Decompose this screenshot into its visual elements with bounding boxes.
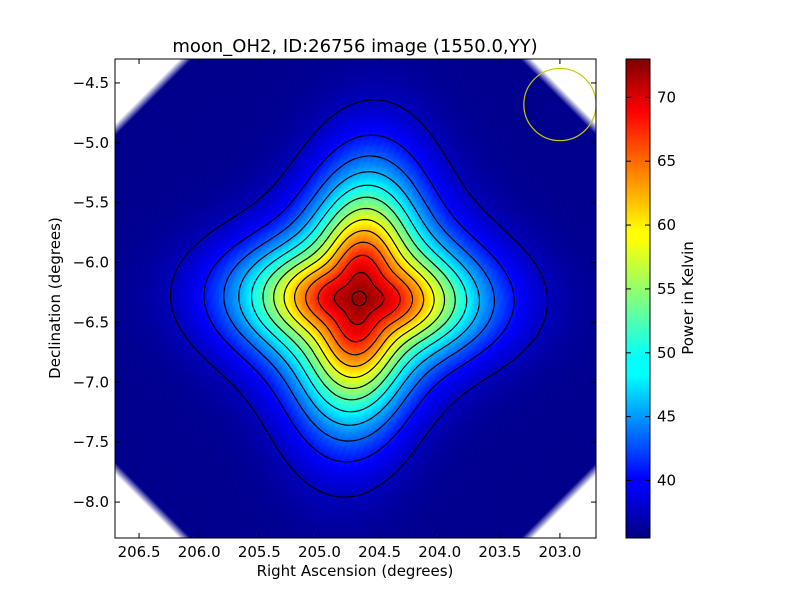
center-circle-marker <box>351 290 367 307</box>
y-tick-label: −6.0 <box>73 254 109 272</box>
contour-line <box>223 155 495 442</box>
contour-line <box>283 218 435 379</box>
colorbar-gradient <box>625 58 651 539</box>
colorbar-tick-label: 45 <box>657 408 676 426</box>
contour-line <box>317 254 401 343</box>
plot-frame <box>114 58 597 539</box>
x-tick-label: 204.0 <box>418 543 461 561</box>
x-tick-label: 206.0 <box>178 543 221 561</box>
contour-line <box>170 99 549 498</box>
contour-line <box>294 229 425 368</box>
colorbar-tick-label: 40 <box>657 472 676 490</box>
colorbar: 40 45 50 55 60 65 70 Power in Kelvin <box>625 58 697 539</box>
colorbar-tick-label: 70 <box>657 88 676 106</box>
x-tick-label: 206.5 <box>118 543 161 561</box>
contour-line <box>251 184 468 413</box>
contour-line <box>203 134 515 463</box>
x-tick-label: 205.5 <box>238 543 281 561</box>
contour-line <box>333 271 385 326</box>
y-axis-label: Declination (degrees) <box>46 217 64 379</box>
y-tick-label: −4.5 <box>73 74 109 92</box>
x-tick-label: 204.5 <box>358 543 401 561</box>
x-axis-label: Right Ascension (degrees) <box>257 562 454 580</box>
chart-title: moon_OH2, ID:26756 image (1550.0,YY) <box>172 36 537 57</box>
contour-lines <box>170 99 549 498</box>
colorbar-tick-label: 60 <box>657 216 676 234</box>
y-tick-label: −5.5 <box>73 194 109 212</box>
y-tick-label: −7.0 <box>73 373 109 391</box>
plot-area: 206.5 206.0 205.5 205.0 204.5 204.0 203.5 203.0… <box>73 58 597 561</box>
y-tick-label: −6.5 <box>73 313 109 331</box>
x-ticks: 206.5 206.0 205.5 205.0 204.5 204.0 203.5 203.0 <box>118 59 581 561</box>
y-tick-label: −7.5 <box>73 433 109 451</box>
contour-line <box>262 196 456 401</box>
y-tick-label: −5.0 <box>73 134 109 152</box>
colorbar-tick-label: 65 <box>657 152 676 170</box>
y-tick-label: −8.0 <box>73 493 109 511</box>
colorbar-label: Power in Kelvin <box>679 241 697 355</box>
x-tick-label: 203.0 <box>538 543 581 561</box>
colorbar-tick-label: 50 <box>657 344 676 362</box>
x-tick-label: 205.0 <box>298 543 341 561</box>
x-tick-label: 203.5 <box>478 543 521 561</box>
colorbar-ticks: 40 45 50 55 60 65 70 <box>626 88 676 490</box>
heatmap-image <box>115 59 596 538</box>
contour-line <box>238 171 480 426</box>
contour-line <box>305 241 414 356</box>
colorbar-tick-label: 55 <box>657 280 676 298</box>
contour-line <box>273 207 446 390</box>
y-ticks: −4.5 −5.0 −5.5 −6.0 −6.5 −7.0 −7.5 −8.0 <box>73 74 596 511</box>
